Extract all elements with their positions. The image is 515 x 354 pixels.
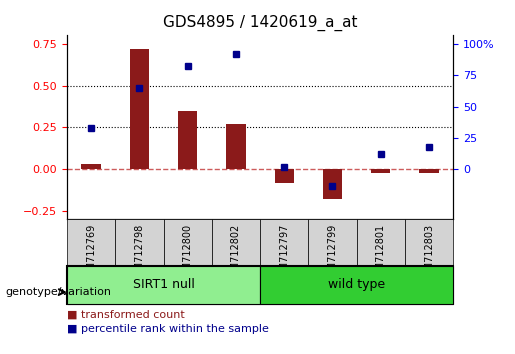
FancyBboxPatch shape xyxy=(212,219,260,266)
Bar xyxy=(274,169,294,183)
Bar xyxy=(226,124,246,169)
Text: SIRT1 null: SIRT1 null xyxy=(132,279,195,291)
FancyBboxPatch shape xyxy=(356,219,405,266)
Text: GSM712800: GSM712800 xyxy=(183,224,193,283)
Bar xyxy=(323,169,342,199)
Text: GSM712798: GSM712798 xyxy=(134,224,144,283)
Bar xyxy=(130,49,149,169)
Text: GSM712803: GSM712803 xyxy=(424,224,434,283)
Text: ■ percentile rank within the sample: ■ percentile rank within the sample xyxy=(67,324,269,334)
FancyBboxPatch shape xyxy=(308,219,356,266)
FancyBboxPatch shape xyxy=(260,266,453,304)
Bar xyxy=(371,169,390,173)
FancyBboxPatch shape xyxy=(163,219,212,266)
Bar xyxy=(419,169,439,173)
FancyBboxPatch shape xyxy=(405,219,453,266)
Text: GSM712769: GSM712769 xyxy=(86,224,96,283)
Text: wild type: wild type xyxy=(328,279,385,291)
FancyBboxPatch shape xyxy=(67,266,260,304)
Text: GSM712801: GSM712801 xyxy=(376,224,386,283)
Title: GDS4895 / 1420619_a_at: GDS4895 / 1420619_a_at xyxy=(163,15,357,31)
FancyBboxPatch shape xyxy=(260,219,308,266)
FancyBboxPatch shape xyxy=(67,219,115,266)
Bar xyxy=(178,111,197,169)
FancyBboxPatch shape xyxy=(115,219,163,266)
Text: GSM712802: GSM712802 xyxy=(231,224,241,283)
Text: GSM712799: GSM712799 xyxy=(328,224,337,283)
Text: genotype/variation: genotype/variation xyxy=(5,287,111,297)
Text: ■ transformed count: ■ transformed count xyxy=(67,310,185,320)
Text: GSM712797: GSM712797 xyxy=(279,224,289,284)
Bar xyxy=(81,164,101,169)
